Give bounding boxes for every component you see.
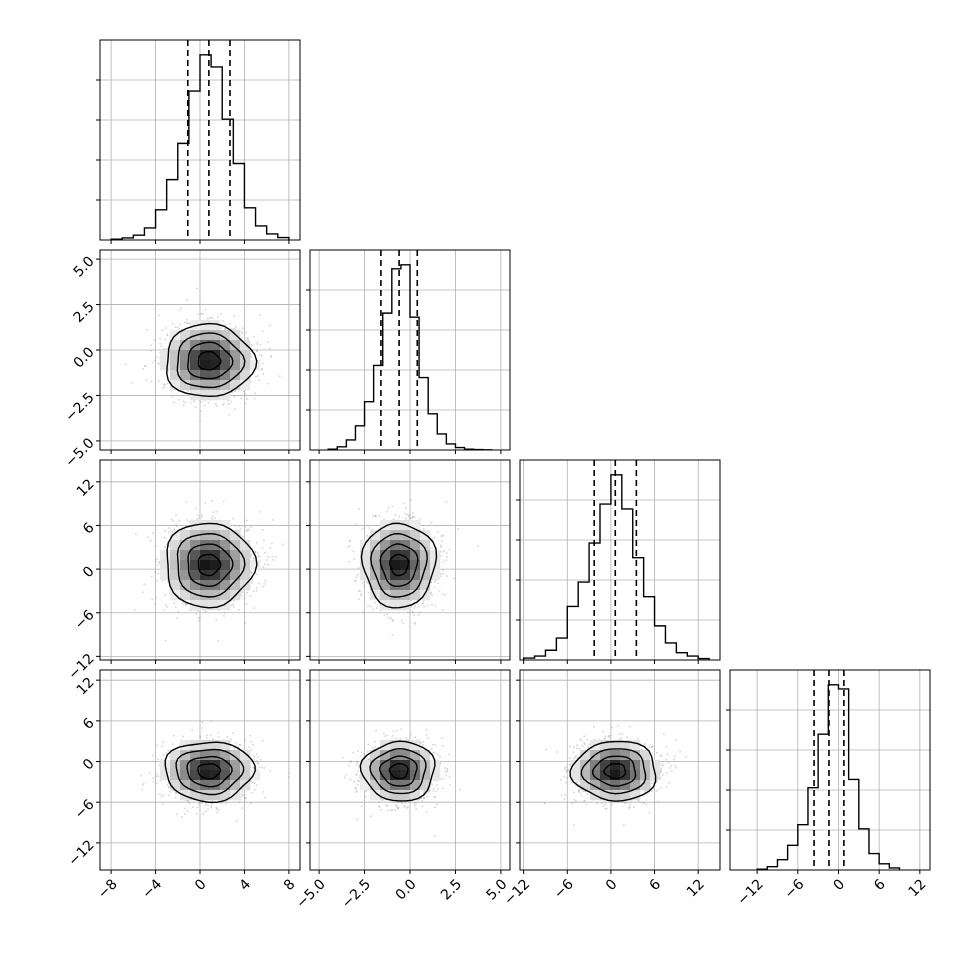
x-tick-label: 2.5 — [438, 876, 465, 903]
y-tick-label: 5.0 — [71, 253, 98, 280]
y-tick-label: 6 — [80, 715, 98, 733]
x-tick-label: 4 — [236, 876, 254, 894]
axes-frame — [99, 249, 301, 451]
histogram-panel-0 — [96, 39, 301, 244]
axes-frame — [309, 669, 511, 871]
x-tick-label: 12 — [684, 876, 708, 900]
x-tick-label: −5.0 — [293, 876, 328, 911]
histogram-panel-1 — [306, 249, 511, 454]
contour-level-0 — [388, 553, 410, 577]
y-tick-label: 0 — [80, 756, 98, 774]
x-tick-label: −12 — [735, 876, 767, 908]
histogram-panel-3: −12 −6 0 6 12 — [726, 669, 931, 909]
contour-level-0 — [197, 350, 222, 371]
y-tick-label: 6 — [80, 520, 98, 538]
scatter-panel-1-0: −5.0 −2.5 0.0 2.5 5.0 — [62, 249, 301, 471]
x-tick-label: 0 — [192, 876, 210, 894]
contour-level-2 — [580, 748, 647, 795]
contour-level-3 — [164, 741, 256, 803]
y-tick-label: −12 — [65, 837, 97, 869]
contour-level-3 — [360, 522, 438, 609]
contour-level-1 — [378, 755, 418, 787]
contour-level-1 — [186, 755, 233, 788]
x-tick-label: −4 — [139, 876, 165, 902]
grid — [100, 670, 300, 870]
contour-level-2 — [176, 332, 246, 389]
histogram-panel-2 — [516, 459, 721, 664]
axes-frame — [99, 39, 301, 241]
x-tick-label: −8 — [95, 876, 121, 902]
contour-level-3 — [359, 740, 436, 802]
contour-level-1 — [379, 543, 419, 588]
contour-level-2 — [370, 532, 428, 598]
axes-frame — [99, 459, 301, 661]
y-tick-label: 0.0 — [71, 344, 98, 371]
contour-level-2 — [369, 747, 427, 795]
scatter-panel-3-1: −5.0 −2.5 0.0 2.5 5.0 — [293, 669, 511, 912]
axes-frame — [309, 459, 511, 661]
y-tick-label: 2.5 — [71, 299, 98, 326]
grid — [520, 460, 720, 660]
contour-level-0 — [197, 553, 222, 577]
y-tick-label: −2.5 — [62, 390, 97, 425]
x-tick-label: 6 — [647, 876, 665, 894]
contour-level-3 — [166, 322, 258, 398]
x-tick-label: 8 — [281, 876, 299, 894]
axes-frame — [99, 669, 301, 871]
x-tick-label: 12 — [906, 876, 930, 900]
grid — [310, 250, 510, 450]
x-tick-label: −6 — [782, 876, 808, 902]
y-tick-label: −5.0 — [62, 435, 97, 470]
histogram-step-line — [110, 54, 290, 240]
contour-level-2 — [175, 748, 245, 796]
density-bins — [160, 320, 261, 401]
histogram-step-line — [522, 474, 710, 660]
x-tick-label: 0.0 — [393, 876, 420, 903]
histogram-step-line — [327, 264, 493, 450]
x-tick-label: 0 — [603, 876, 621, 894]
x-tick-label: −2.5 — [339, 876, 374, 911]
contour-level-0 — [388, 762, 409, 780]
scatter-panel-3-2: −12 −6 0 6 12 — [501, 669, 721, 909]
y-tick-label: 12 — [74, 476, 98, 500]
scatter-panel-2-1 — [306, 459, 511, 664]
grid — [730, 670, 930, 870]
contour-level-1 — [187, 341, 234, 380]
contour-level-0 — [603, 763, 627, 780]
x-tick-label: −6 — [551, 876, 577, 902]
contour-level-1 — [591, 755, 637, 787]
axes-frame — [729, 669, 931, 871]
contour-level-3 — [166, 522, 258, 609]
x-tick-label: −12 — [501, 876, 533, 908]
x-tick-label: 0 — [831, 876, 849, 894]
y-tick-label: 0 — [80, 563, 98, 581]
contour-level-1 — [187, 543, 234, 588]
y-tick-label: −6 — [72, 607, 98, 633]
contour-level-3 — [569, 740, 657, 802]
contour-level-2 — [176, 532, 246, 598]
histogram-step-line — [756, 684, 901, 870]
x-tick-label: 6 — [871, 876, 889, 894]
axes-frame — [519, 669, 721, 871]
axes-frame — [519, 459, 721, 661]
y-tick-label: −6 — [72, 796, 98, 822]
contour-level-0 — [197, 763, 222, 780]
axes-frame — [309, 249, 511, 451]
